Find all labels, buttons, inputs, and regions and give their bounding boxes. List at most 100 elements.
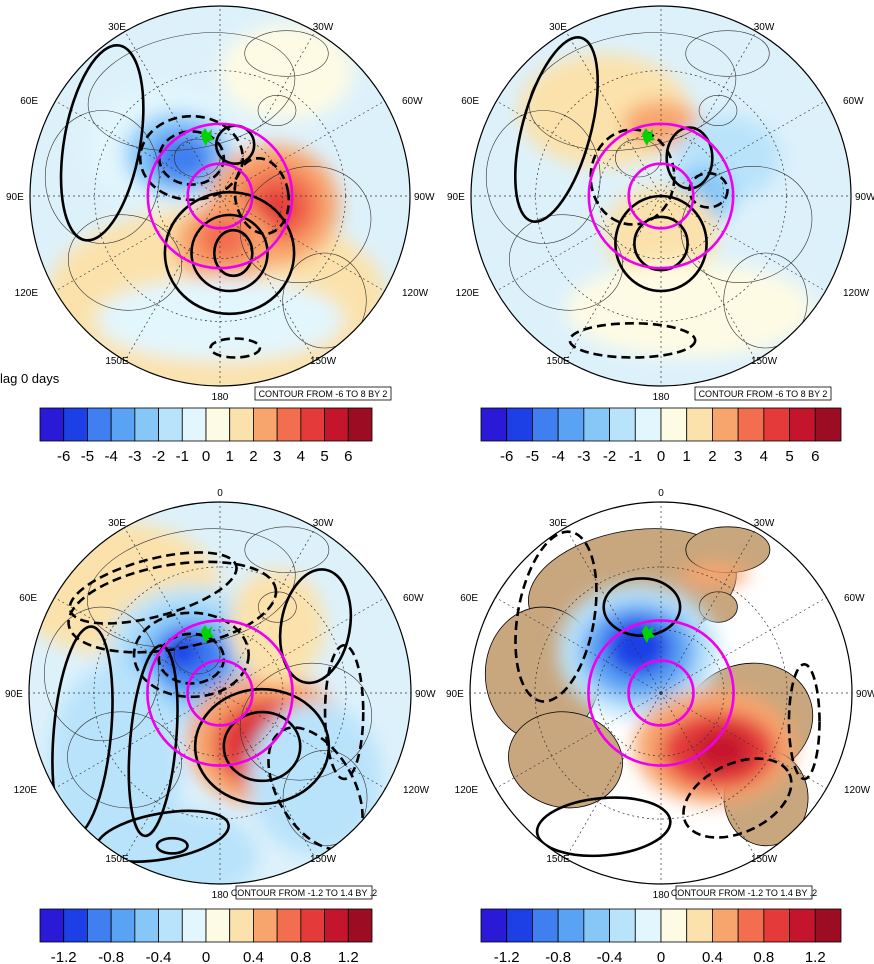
coastline — [680, 166, 813, 283]
contour-negative — [787, 663, 821, 781]
region-ring-outer — [587, 122, 735, 270]
colorbar-label: 5 — [320, 448, 328, 465]
colorbar-swatch — [634, 908, 662, 943]
colorbar-swatch — [87, 407, 112, 442]
longitude-label-lower-right-1: 120W — [844, 785, 871, 796]
longitude-label-upper-right-2: 60W — [843, 96, 864, 107]
colorbar-label: 0.8 — [290, 949, 311, 964]
coastline — [87, 32, 296, 151]
colorbar-swatch — [347, 407, 373, 442]
colorbar-label: -3 — [577, 448, 590, 465]
contour-positive — [278, 568, 353, 685]
colorbar-swatch — [229, 407, 254, 442]
coastline — [282, 252, 367, 349]
map-panel-bottom-right: 0 180 90E 90W 30E 60E 30W 60W 120E 150E 120W 150W CO… — [446, 488, 874, 964]
colorbar-label: 0.4 — [243, 949, 264, 964]
longitude-label-bottom: 180 — [212, 392, 229, 403]
longitude-label-lower-left-1: 120E — [14, 785, 38, 796]
colorbar-label: -2 — [603, 448, 616, 465]
region-ring-outer — [146, 122, 294, 270]
contour-positive — [190, 213, 269, 293]
anomaly-shading — [220, 25, 353, 120]
contour-negative — [568, 321, 697, 359]
shading-layer — [557, 563, 795, 804]
colorbar-label: 2 — [708, 448, 716, 465]
colorbar-swatch — [181, 908, 207, 943]
colorbar-swatch — [763, 908, 790, 943]
contour-negative — [514, 530, 598, 703]
colorbar-swatch — [276, 908, 302, 943]
colorbar-swatch — [158, 908, 183, 943]
colorbar-swatch — [686, 407, 713, 442]
latitude-circle — [597, 629, 725, 757]
longitude-label-lower-right-2: 150W — [751, 356, 778, 367]
longitude-label-lower-left-2: 150E — [546, 854, 570, 865]
colorbar-label: 4 — [297, 448, 305, 465]
longitude-label-right: 90W — [415, 689, 436, 700]
longitude-label-left: 90E — [446, 689, 464, 700]
longitude-label-lower-right-2: 150W — [751, 854, 778, 865]
map-panel-bottom-left: 0 180 90E 90W 30E 60E 30W 60W 120E 150E 120W 150W CO… — [5, 488, 436, 964]
colorbar-swatch — [253, 908, 278, 943]
anomaly-shading — [96, 277, 344, 362]
colorbar-label: 3 — [273, 448, 281, 465]
contour-negative — [682, 757, 793, 839]
colorbar-swatch — [789, 908, 816, 943]
contour-layer — [514, 530, 821, 858]
contour-negative — [68, 551, 238, 625]
latitude-circle — [597, 132, 725, 260]
contour-positive — [193, 687, 331, 806]
colorbar-swatch — [506, 407, 533, 442]
colorbar-swatch — [814, 407, 842, 442]
region-ring-inner — [186, 162, 254, 230]
coastline — [173, 635, 221, 675]
colorbar-swatch — [712, 908, 739, 943]
contour-info-box — [235, 885, 373, 900]
colorbar-swatch — [532, 407, 559, 442]
colorbar-swatch — [253, 407, 278, 442]
colorbar-swatch — [39, 407, 65, 442]
longitude-label-right: 90W — [856, 689, 874, 700]
colorbar-label: 0 — [657, 949, 665, 964]
colorbar-swatch — [181, 407, 207, 442]
colorbar-swatch — [480, 407, 508, 442]
colorbar-swatch — [205, 407, 231, 442]
colorbar-swatch — [87, 908, 112, 943]
longitude-label-upper-right-2: 60W — [402, 96, 423, 107]
longitude-label-top: 0 — [217, 0, 223, 3]
colorbar-swatch — [609, 908, 636, 943]
colorbar-swatch — [134, 908, 159, 943]
region-ring-outer — [587, 619, 735, 767]
contour-positive — [127, 644, 179, 838]
colorbar-swatch — [134, 407, 159, 442]
contour-info-box — [675, 885, 813, 900]
longitude-label-left: 90E — [5, 689, 23, 700]
map-outline — [29, 5, 411, 387]
colorbar-label: -3 — [128, 448, 141, 465]
contour-negative — [209, 337, 262, 359]
contour-positive — [59, 43, 145, 242]
contour-positive — [633, 215, 689, 272]
colorbar-label: -5 — [81, 448, 94, 465]
longitude-label-upper-right-1: 30W — [754, 22, 775, 33]
figure-label: lag 0 days — [0, 371, 60, 386]
longitude-label-lower-left-2: 150E — [105, 356, 129, 367]
contour-positive — [222, 710, 302, 783]
longitude-label-upper-right-1: 30W — [754, 518, 775, 529]
longitude-label-lower-left-1: 120E — [455, 785, 479, 796]
longitude-label-upper-right-1: 30W — [313, 518, 334, 529]
colorbar-swatch — [583, 407, 610, 442]
longitude-label-upper-left-2: 60E — [19, 593, 37, 604]
station-marker — [642, 625, 655, 643]
anomaly-shading — [693, 729, 751, 772]
longitude-label-upper-left-1: 30E — [108, 22, 126, 33]
longitude-label-upper-right-1: 30W — [313, 22, 334, 33]
colorbar-swatch — [63, 407, 88, 442]
colorbar-label: -4 — [551, 448, 564, 465]
contour-info-text: CONTOUR FROM -1.2 TO 1.4 BY .2 — [231, 888, 377, 898]
region-ring-inner — [627, 659, 695, 727]
contour-info-text: CONTOUR FROM -6 TO 8 BY 2 — [259, 389, 388, 399]
colorbar: -6 -5 -4 -3 -2 -1 0 1 2 3 4 5 6 — [39, 407, 373, 465]
longitude-label-top: 0 — [217, 488, 223, 499]
colorbar-label: -1 — [629, 448, 642, 465]
